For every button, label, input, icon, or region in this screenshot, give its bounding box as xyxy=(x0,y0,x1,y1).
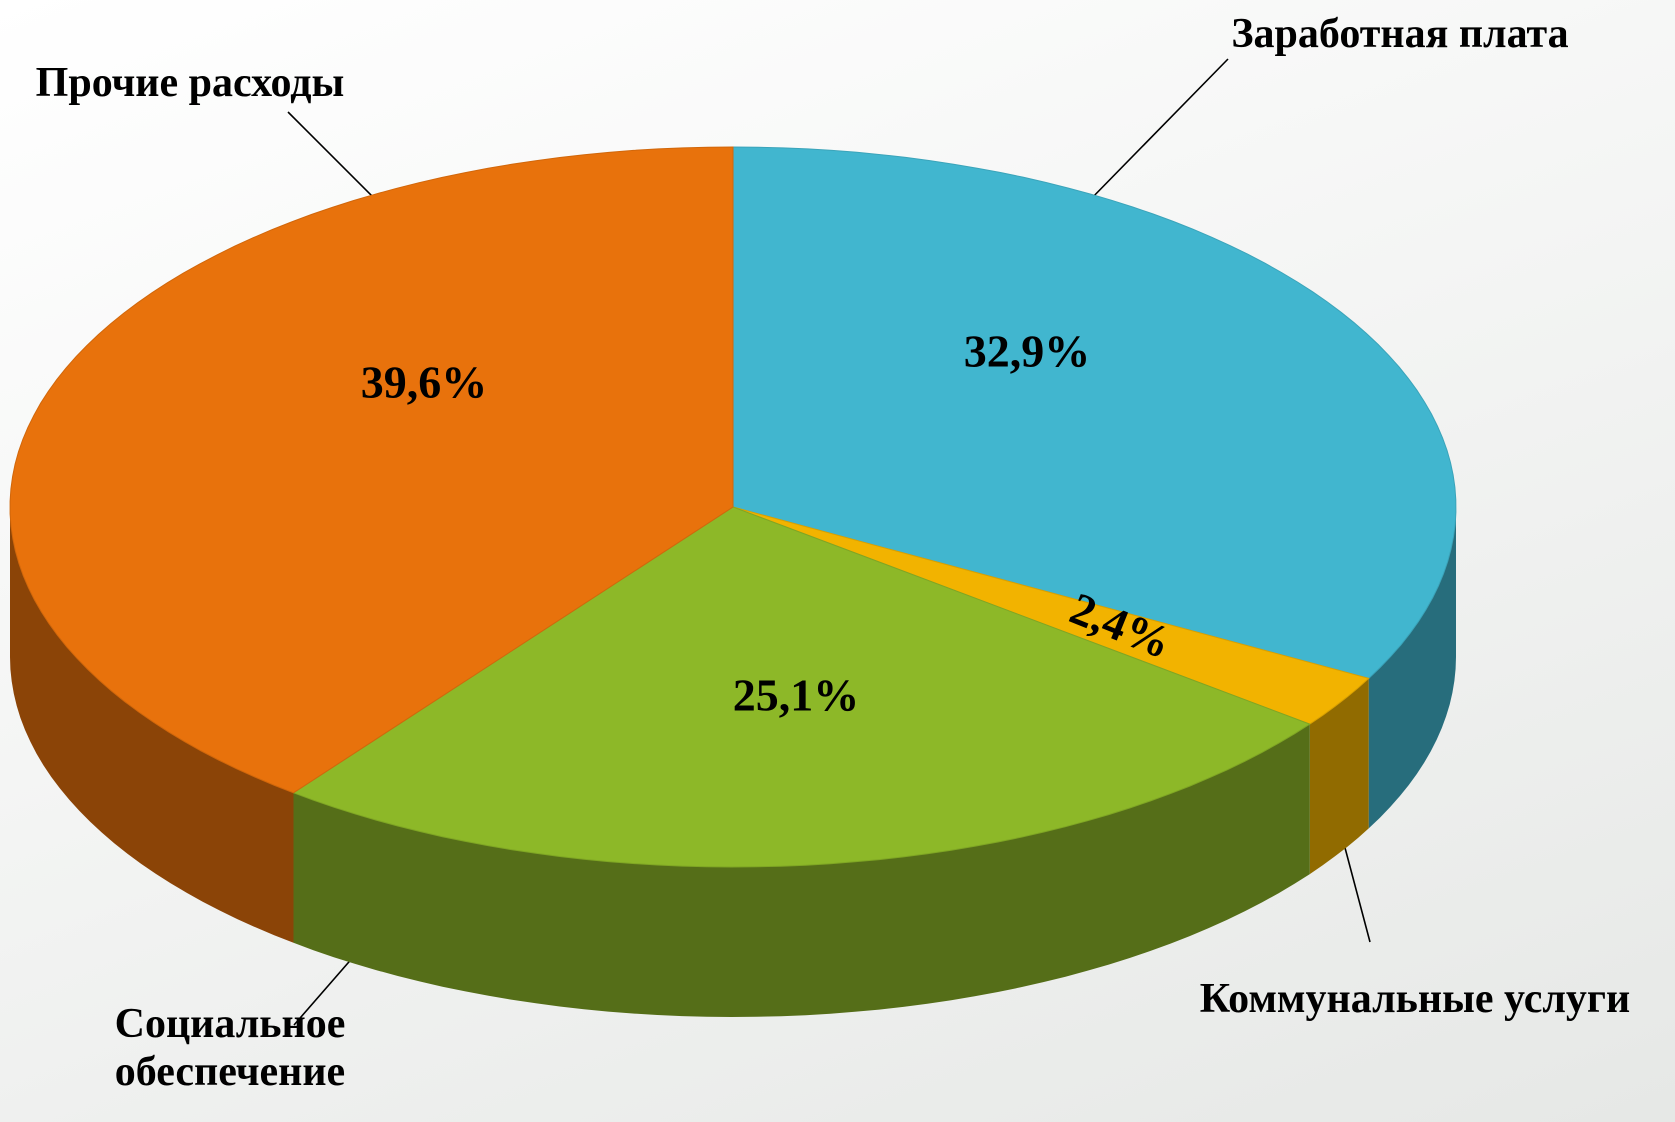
leader-line xyxy=(1344,844,1370,942)
category-label: Прочие расходы xyxy=(0,59,380,107)
value-label: 25,1% xyxy=(733,670,860,721)
category-label: Коммунальные услуги xyxy=(1160,975,1670,1023)
category-label: Заработная плата xyxy=(1150,10,1650,58)
page: 32,9%2,4%25,1%39,6% Заработная плата Ком… xyxy=(0,0,1675,1122)
value-label: 39,6% xyxy=(361,357,488,408)
leader-line xyxy=(1087,59,1228,203)
value-label: 32,9% xyxy=(964,326,1091,377)
category-label: Социальное обеспечение xyxy=(60,1000,400,1096)
chart: 32,9%2,4%25,1%39,6% xyxy=(0,0,1675,1122)
